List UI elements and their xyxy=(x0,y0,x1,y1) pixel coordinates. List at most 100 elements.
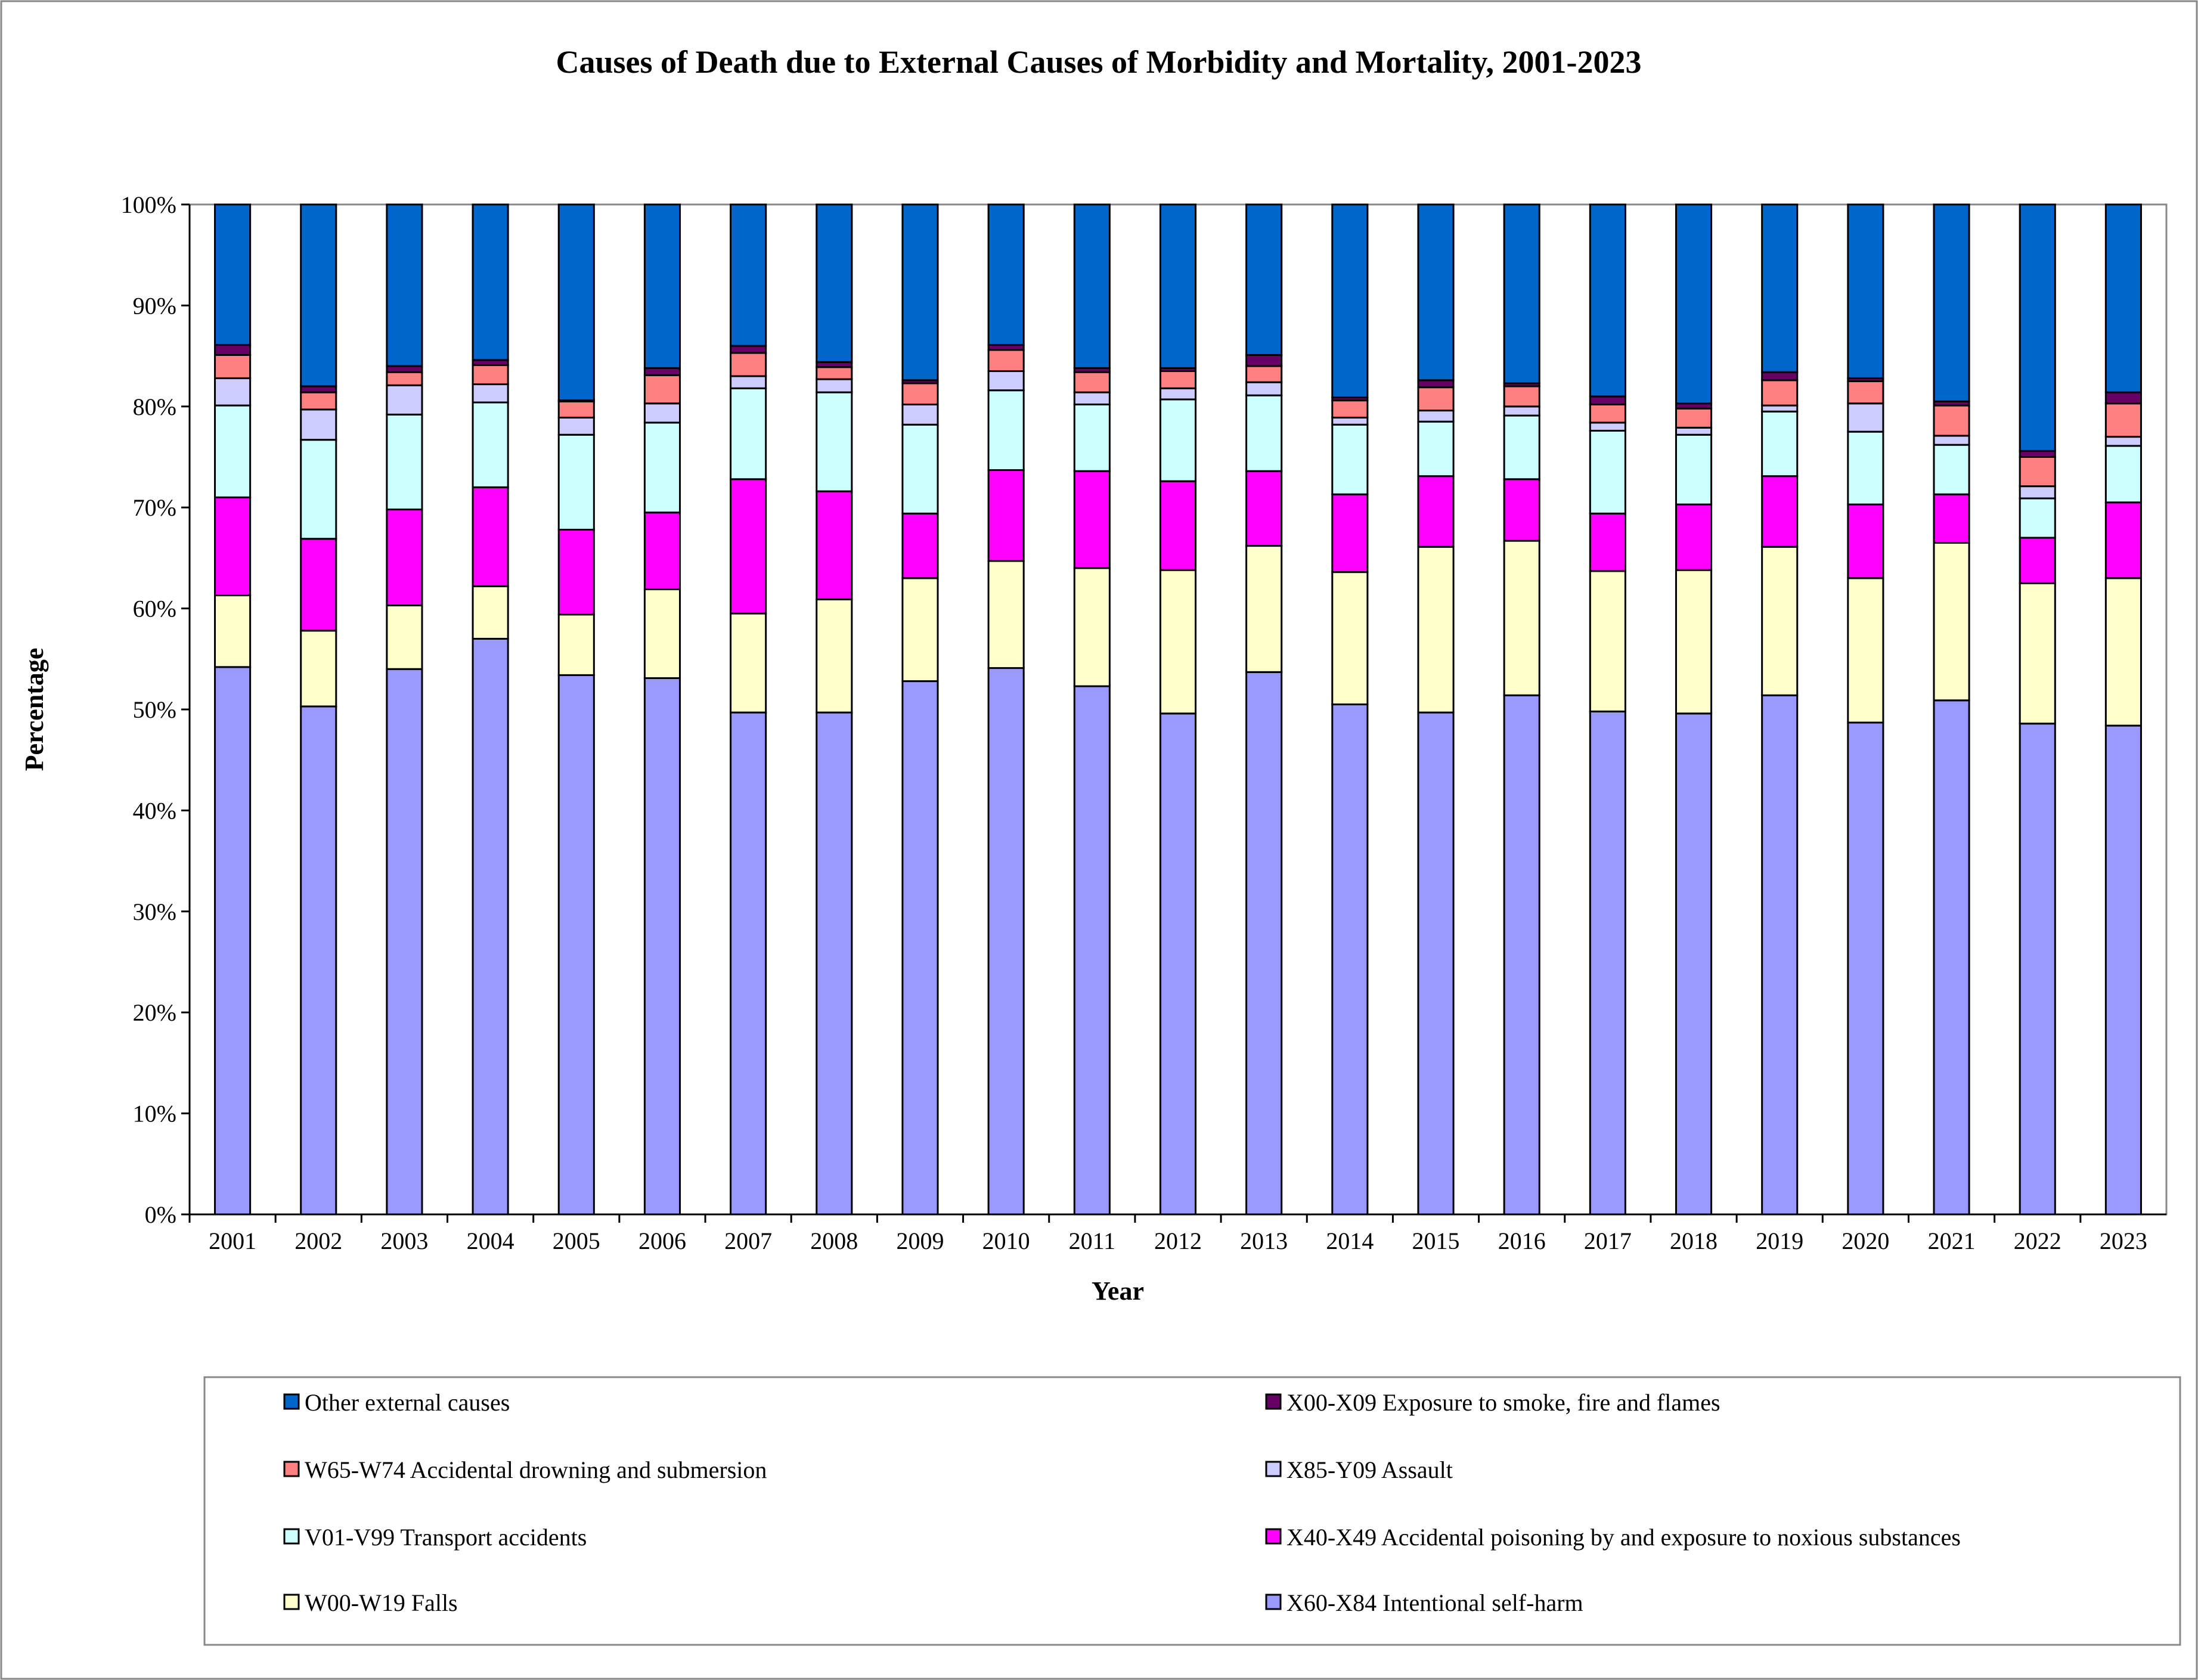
bar-segment-2004-5 xyxy=(472,364,509,386)
bar-segment-2016-2 xyxy=(1503,478,1540,542)
bar-segment-2019-0 xyxy=(1761,694,1799,1216)
bar-segment-2015-1 xyxy=(1417,545,1455,714)
bar-segment-2014-0 xyxy=(1331,703,1369,1216)
bar-segment-2022-5 xyxy=(2019,456,2056,488)
bar-segment-2005-0 xyxy=(557,674,595,1216)
x-tick-label: 2022 xyxy=(2014,1228,2061,1254)
bar-segment-2014-7 xyxy=(1331,203,1369,399)
x-tick-label: 2007 xyxy=(724,1228,772,1254)
bar-segment-2010-3 xyxy=(987,389,1025,472)
bar-segment-2004-7 xyxy=(472,203,509,361)
bar-segment-2023-5 xyxy=(2104,402,2142,438)
bar-segment-2008-2 xyxy=(816,490,853,600)
bar-segment-2023-4 xyxy=(2104,436,2142,447)
bar-segment-2009-3 xyxy=(901,423,939,514)
bar-segment-2015-3 xyxy=(1417,420,1455,478)
bar-segment-2020-2 xyxy=(1847,503,1884,579)
bar-segment-2006-5 xyxy=(643,374,681,405)
x-tick-label: 2011 xyxy=(1069,1228,1116,1254)
bar-segment-2005-2 xyxy=(557,528,595,616)
bar-segment-2021-3 xyxy=(1933,444,1970,495)
bar-segment-2019-4 xyxy=(1761,404,1799,413)
bar-segment-2011-5 xyxy=(1073,371,1111,393)
bar-segment-2017-2 xyxy=(1589,512,1626,572)
legend-label: X85-Y09 Assault xyxy=(1286,1456,1453,1483)
y-tick-label: 70% xyxy=(133,494,176,521)
bar-segment-2023-3 xyxy=(2104,445,2142,504)
bar-segment-2023-1 xyxy=(2104,577,2142,727)
bar-segment-2005-4 xyxy=(557,416,595,436)
x-tick-label: 2013 xyxy=(1240,1228,1288,1254)
bar-segment-2011-3 xyxy=(1073,403,1111,472)
bar-segment-2007-0 xyxy=(730,711,767,1216)
bar-segment-2008-7 xyxy=(816,203,853,363)
bar-segment-2022-1 xyxy=(2019,582,2056,725)
bar-segment-2013-6 xyxy=(1245,354,1283,367)
bar-segment-2014-3 xyxy=(1331,423,1369,495)
bar-segment-2007-5 xyxy=(730,352,767,377)
bar-segment-2015-5 xyxy=(1417,386,1455,412)
x-tick-label: 2005 xyxy=(553,1228,600,1254)
bar-segment-2022-7 xyxy=(2019,203,2056,452)
y-axis-title: Percentage xyxy=(20,648,49,771)
bar-segment-2006-6 xyxy=(643,367,681,376)
bar-segment-2012-5 xyxy=(1159,370,1197,389)
bar-segment-2006-0 xyxy=(643,677,681,1216)
bar-segment-2022-0 xyxy=(2019,723,2056,1216)
x-axis-title: Year xyxy=(1092,1276,1144,1306)
bar-segment-2012-1 xyxy=(1159,569,1197,715)
bar-segment-2010-4 xyxy=(987,370,1025,392)
bar-segment-2022-4 xyxy=(2019,485,2056,500)
y-tick-label: 100% xyxy=(121,191,176,218)
bar-segment-2002-6 xyxy=(300,385,337,393)
bar-segment-2022-2 xyxy=(2019,537,2056,584)
x-tick-label: 2015 xyxy=(1412,1228,1460,1254)
bar-segment-2005-5 xyxy=(557,400,595,419)
bar-segment-2004-4 xyxy=(472,383,509,404)
bar-segment-2010-7 xyxy=(987,203,1025,346)
bar-segment-2015-6 xyxy=(1417,379,1455,389)
bar-segment-2023-6 xyxy=(2104,391,2142,405)
bar-segment-2004-1 xyxy=(472,585,509,640)
legend-label: Other external causes xyxy=(305,1389,510,1416)
bar-segment-2020-4 xyxy=(1847,402,1884,433)
bar-segment-2017-6 xyxy=(1589,395,1626,405)
chart-title: Causes of Death due to External Causes o… xyxy=(556,44,1642,80)
bar-segment-2007-3 xyxy=(730,387,767,481)
legend: Other external causes X00-X09 Exposure to… xyxy=(283,1389,1961,1616)
bar-segment-2023-0 xyxy=(2104,724,2142,1216)
bar-segment-2021-4 xyxy=(1933,435,1970,446)
bar-segment-2007-1 xyxy=(730,612,767,714)
bar-segment-2018-3 xyxy=(1675,433,1713,506)
x-tick-label: 2010 xyxy=(982,1228,1030,1254)
bar-segment-2019-2 xyxy=(1761,475,1799,548)
legend-label: X60-X84 Intentional self-harm xyxy=(1286,1589,1583,1616)
bar-segment-2016-1 xyxy=(1503,540,1540,696)
bar-segment-2020-5 xyxy=(1847,380,1884,405)
bar-segment-2002-3 xyxy=(300,439,337,540)
legend-label: W00-W19 Falls xyxy=(305,1589,458,1616)
y-tick-label: 60% xyxy=(133,596,176,622)
bar-segment-2018-4 xyxy=(1675,426,1713,436)
bar-segment-2013-7 xyxy=(1245,203,1283,356)
bar-segment-2008-5 xyxy=(816,366,853,380)
x-tick-label: 2019 xyxy=(1756,1228,1803,1254)
bar-segment-2021-7 xyxy=(1933,203,1970,402)
bar-segment-2013-1 xyxy=(1245,545,1283,673)
y-tick-label: 40% xyxy=(133,797,176,824)
bar-segment-2016-4 xyxy=(1503,405,1540,417)
y-tick-label: 50% xyxy=(133,696,176,723)
bar-segment-2011-2 xyxy=(1073,470,1111,569)
bar-segment-2006-2 xyxy=(643,512,681,590)
bar-segment-2012-7 xyxy=(1159,203,1197,369)
x-tick-label: 2002 xyxy=(294,1228,342,1254)
bar-segment-2015-4 xyxy=(1417,410,1455,423)
bar-segment-2020-1 xyxy=(1847,577,1884,724)
bar-segment-2003-1 xyxy=(386,605,423,670)
legend-swatch xyxy=(1265,1594,1282,1610)
bar-segment-2017-7 xyxy=(1589,203,1626,398)
bar-segment-2001-4 xyxy=(214,377,252,407)
bar-segment-2003-0 xyxy=(386,668,423,1216)
legend-swatch xyxy=(1265,1461,1282,1477)
bar-segment-2020-0 xyxy=(1847,721,1884,1216)
